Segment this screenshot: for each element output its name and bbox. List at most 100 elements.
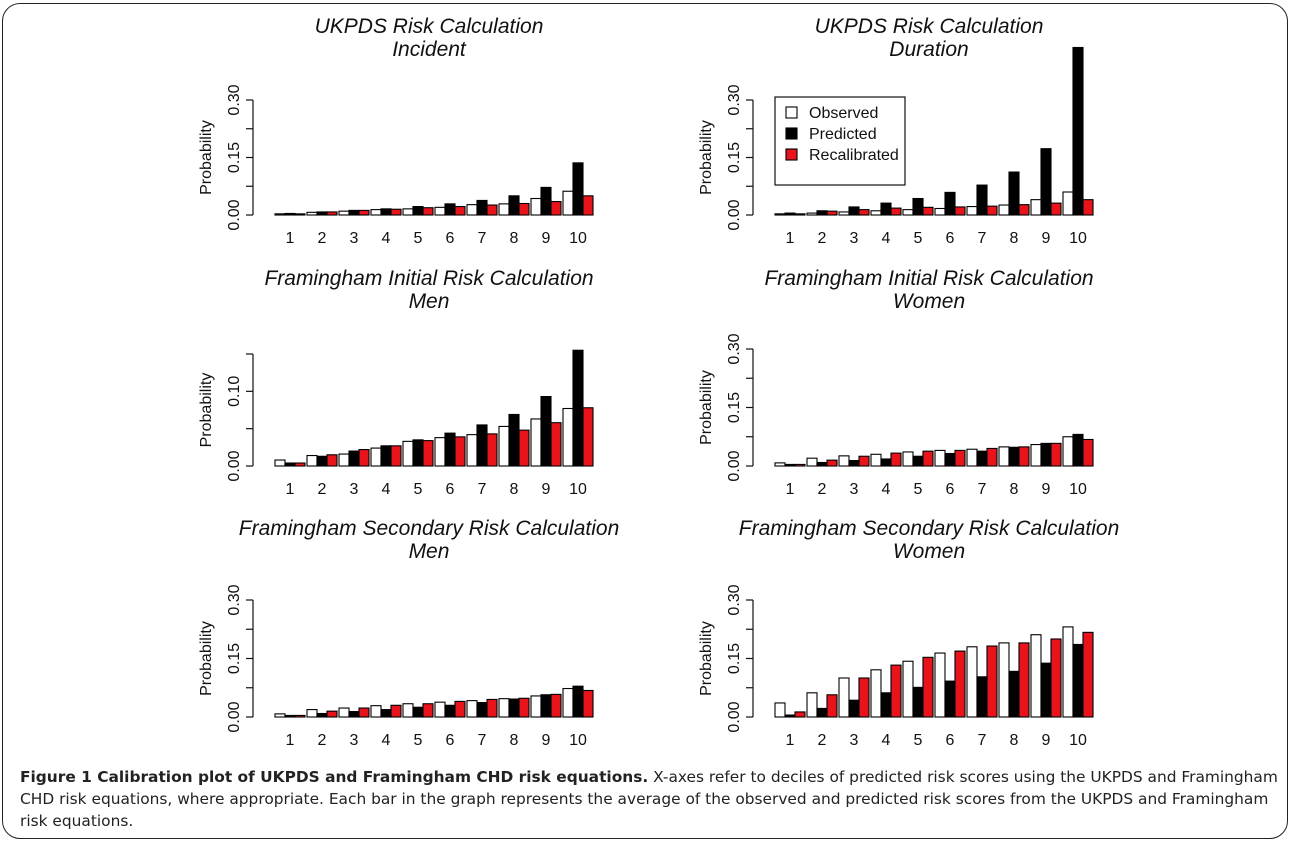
legend-label-recalibrated: Recalibrated	[809, 147, 899, 164]
panel-3-bar-predicted	[316, 455, 328, 467]
panel-6-bar-predicted	[784, 714, 796, 718]
panel-1-bar-predicted	[316, 211, 328, 216]
panel-2-bar-recalibrated	[890, 207, 902, 216]
legend-label-predicted: Predicted	[809, 126, 877, 143]
panel-1-x-tick-label: 9	[542, 230, 551, 247]
panel-3-bar-recalibrated	[550, 422, 562, 467]
panel-2-bar-recalibrated	[1018, 204, 1030, 216]
panel-6-y-tick-label: 0.00	[726, 701, 743, 732]
panel-3-bar-predicted	[508, 413, 520, 467]
panel-6-bar-observed	[870, 669, 882, 718]
legend-swatch-observed	[785, 106, 798, 119]
panel-4-bar-observed	[998, 446, 1010, 467]
panel-2-bar-recalibrated	[794, 213, 806, 216]
panel-4-bar-observed	[1030, 443, 1042, 467]
panel-6-title: Framingham Secondary Risk Calculation	[739, 517, 1120, 540]
panel-2-bar-predicted	[976, 184, 988, 216]
panel-6-bar-predicted	[944, 680, 956, 718]
panel-5-x-tick-label: 8	[510, 732, 519, 749]
panel-1-bar-recalibrated	[454, 206, 466, 216]
panel-4-bar-recalibrated	[954, 449, 966, 467]
panel-5-subtitle: Men	[409, 540, 450, 563]
panel-2-bar-recalibrated	[954, 206, 966, 216]
legend-label-observed: Observed	[809, 105, 878, 122]
panel-2-bar-predicted	[816, 210, 828, 216]
panel-4-bar-recalibrated	[858, 455, 870, 467]
panel-1-x-tick-label: 8	[510, 230, 519, 247]
panel-2-y-label: Probability	[698, 120, 715, 195]
panel-1-bar-observed	[434, 206, 446, 216]
panel-1-bar-recalibrated	[550, 201, 562, 216]
panel-4-x-tick-label: 4	[882, 481, 891, 498]
panel-5-bar-observed	[338, 707, 350, 718]
panel-2-bar-recalibrated	[922, 206, 934, 216]
panel-6-bar-observed	[902, 660, 914, 718]
panel-5-bar-observed	[306, 709, 318, 718]
panel-3-title: Framingham Initial Risk Calculation	[264, 267, 593, 290]
panel-2-bar-observed	[774, 213, 786, 216]
panel-3-bar-observed	[338, 453, 350, 467]
panel-3-bar-predicted	[444, 432, 456, 467]
panel-1-bar-recalibrated	[358, 209, 370, 216]
caption-text: X-axes refer to deciles of predicted ris…	[20, 768, 1278, 830]
panel-4-bar-predicted	[912, 455, 924, 467]
panel-6-bar-recalibrated	[826, 694, 838, 718]
panel-6-bar-predicted	[816, 707, 828, 718]
panel-4-bar-observed	[838, 455, 850, 467]
panel-4-bar-predicted	[1040, 442, 1052, 467]
panel-2-y-tick-label: 0.15	[726, 142, 743, 173]
panel-6-y-label: Probability	[698, 621, 715, 696]
panel-5-bar-predicted	[412, 706, 424, 718]
panel-6-bar-predicted	[848, 699, 860, 718]
panel-6-bar-recalibrated	[986, 645, 998, 718]
panel-3-bar-observed	[498, 425, 510, 467]
panel-4-bar-observed	[966, 448, 978, 467]
panel-6-x-tick-label: 2	[818, 732, 827, 749]
panel-6-bar-recalibrated	[1018, 642, 1030, 718]
panel-4-bar-observed	[902, 451, 914, 467]
panel-3-x-tick-label: 4	[382, 481, 391, 498]
panel-2-y-tick-label: 0.00	[726, 199, 743, 230]
panel-5-bar-recalibrated	[486, 698, 498, 718]
panel-1-bar-observed	[306, 211, 318, 216]
panel-1-bar-recalibrated	[422, 207, 434, 216]
panel-2-bar-recalibrated	[1082, 199, 1094, 216]
panel-6-bar-recalibrated	[1082, 631, 1094, 718]
panel-5-bar-recalibrated	[294, 714, 306, 718]
panel-1-bar-recalibrated	[486, 204, 498, 216]
panel-2-bar-observed	[870, 210, 882, 216]
panel-5-bar-recalibrated	[518, 697, 530, 718]
panel-6-x-tick-label: 6	[946, 732, 955, 749]
panel-2-x-tick-label: 10	[1069, 230, 1087, 247]
panel-4-bar-recalibrated	[826, 459, 838, 467]
panel-6-bar-observed	[966, 646, 978, 718]
panel-2-x-tick-label: 1	[786, 230, 795, 247]
panel-3-bar-observed	[370, 447, 382, 467]
panel-5-bar-recalibrated	[358, 707, 370, 718]
panel-3-x-tick-label: 5	[414, 481, 423, 498]
panel-2-bar-observed	[934, 207, 946, 216]
panel-6-bar-recalibrated	[890, 664, 902, 718]
panel-5-bar-observed	[274, 713, 286, 718]
panel-1-x-tick-label: 3	[350, 230, 359, 247]
panel-6-x-tick-label: 1	[786, 732, 795, 749]
panel-4-y-tick-label: 0.00	[726, 450, 743, 481]
panel-3-y-tick-label: 0.10	[226, 376, 243, 407]
panel-1-bar-predicted	[380, 208, 392, 216]
panel-3-bar-recalibrated	[294, 462, 306, 467]
panel-4-bar-predicted	[1072, 433, 1084, 467]
panel-5-bar-predicted	[444, 704, 456, 718]
panel-4-bar-recalibrated	[794, 463, 806, 467]
panel-5-x-tick-label: 5	[414, 732, 423, 749]
panel-2-bar-observed	[902, 209, 914, 216]
panel-4-x-tick-label: 10	[1069, 481, 1087, 498]
panel-3-bar-observed	[530, 418, 542, 467]
panel-1-bar-recalibrated	[294, 213, 306, 216]
panel-2-subtitle: Duration	[889, 38, 968, 61]
panel-5-bar-recalibrated	[422, 703, 434, 718]
panel-2-x-tick-label: 7	[978, 230, 987, 247]
panel-6-x-tick-label: 5	[914, 732, 923, 749]
panel-2-x-tick-label: 4	[882, 230, 891, 247]
panel-5-bar-predicted	[316, 712, 328, 718]
panel-6-bar-observed	[1062, 626, 1074, 718]
